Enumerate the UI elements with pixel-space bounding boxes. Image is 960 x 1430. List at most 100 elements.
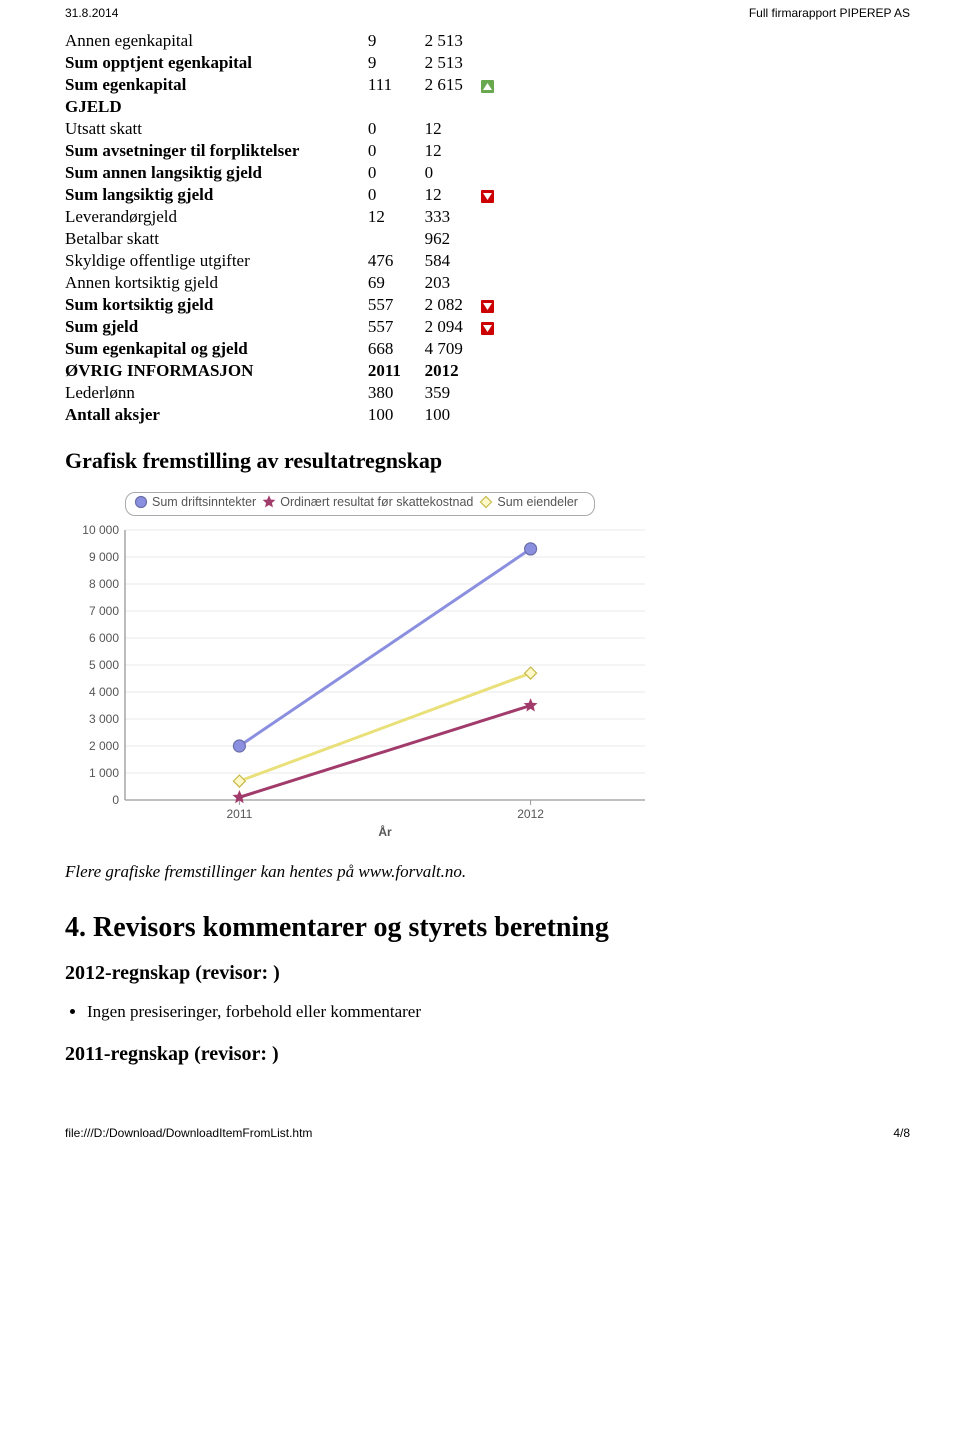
table-row: Sum gjeld5572 094	[65, 316, 538, 338]
svg-text:2 000: 2 000	[89, 739, 119, 753]
trend-icon-cell	[481, 338, 538, 360]
row-val-2012: 12	[425, 140, 482, 162]
trend-icon-cell	[481, 294, 538, 316]
svg-text:5 000: 5 000	[89, 658, 119, 672]
row-label: Skyldige offentlige utgifter	[65, 250, 368, 272]
bullets-2012: Ingen presiseringer, forbehold eller kom…	[87, 999, 910, 1025]
legend-item: Ordinært resultat før skattekostnad	[262, 495, 473, 509]
table-row: Leverandørgjeld12333	[65, 206, 538, 228]
row-val-2012: 2 082	[425, 294, 482, 316]
row-val-2011: 69	[368, 272, 425, 294]
trend-icon-cell	[481, 140, 538, 162]
row-val-2012: 2012	[425, 360, 482, 382]
svg-text:2012: 2012	[517, 807, 544, 821]
financial-table: Annen egenkapital92 513Sum opptjent egen…	[65, 30, 538, 426]
trend-icon-cell	[481, 184, 538, 206]
row-val-2011: 9	[368, 30, 425, 52]
table-row: Sum egenkapital og gjeld6684 709	[65, 338, 538, 360]
trend-icon-cell	[481, 30, 538, 52]
legend-label: Ordinært resultat før skattekostnad	[280, 495, 473, 509]
page-footer: file:///D:/Download/DownloadItemFromList…	[65, 1126, 910, 1140]
trend-icon-cell	[481, 272, 538, 294]
row-val-2011: 100	[368, 404, 425, 426]
row-label: Sum annen langsiktig gjeld	[65, 162, 368, 184]
trend-icon-cell	[481, 316, 538, 338]
row-label: Leverandørgjeld	[65, 206, 368, 228]
legend-label: Sum eiendeler	[497, 495, 578, 509]
trend-icon-cell	[481, 96, 538, 118]
row-val-2012: 359	[425, 382, 482, 404]
row-val-2011: 0	[368, 184, 425, 206]
svg-text:4 000: 4 000	[89, 685, 119, 699]
row-val-2011: 9	[368, 52, 425, 74]
header-date: 31.8.2014	[65, 6, 118, 20]
row-val-2011: 0	[368, 140, 425, 162]
row-val-2011: 12	[368, 206, 425, 228]
table-row: Sum avsetninger til forpliktelser012	[65, 140, 538, 162]
trend-icon-cell	[481, 52, 538, 74]
row-val-2011: 557	[368, 294, 425, 316]
row-label: Annen egenkapital	[65, 30, 368, 52]
svg-text:1 000: 1 000	[89, 766, 119, 780]
svg-text:6 000: 6 000	[89, 631, 119, 645]
trend-icon-cell	[481, 206, 538, 228]
table-row: Lederlønn380359	[65, 382, 538, 404]
row-val-2012: 584	[425, 250, 482, 272]
row-label: ØVRIG INFORMASJON	[65, 360, 368, 382]
legend-item: Sum eiendeler	[479, 495, 578, 509]
row-label: Utsatt skatt	[65, 118, 368, 140]
row-val-2011: 111	[368, 74, 425, 96]
row-label: Sum egenkapital og gjeld	[65, 338, 368, 360]
row-val-2012: 12	[425, 184, 482, 206]
row-label: Antall aksjer	[65, 404, 368, 426]
table-row: Annen egenkapital92 513	[65, 30, 538, 52]
row-val-2012: 12	[425, 118, 482, 140]
table-row: Betalbar skatt 962	[65, 228, 538, 250]
sub-2012: 2012-regnskap (revisor: )	[65, 962, 910, 985]
trend-icon-cell	[481, 360, 538, 382]
trend-icon-cell	[481, 250, 538, 272]
section-4-title: 4. Revisors kommentarer og styrets beret…	[65, 912, 910, 944]
trend-icon-cell	[481, 118, 538, 140]
svg-text:9 000: 9 000	[89, 550, 119, 564]
row-val-2011	[368, 228, 425, 250]
header-title: Full firmarapport PIPEREP AS	[749, 6, 910, 20]
footer-page: 4/8	[893, 1126, 910, 1140]
row-val-2011: 476	[368, 250, 425, 272]
table-row: Sum opptjent egenkapital92 513	[65, 52, 538, 74]
svg-text:8 000: 8 000	[89, 577, 119, 591]
bullet-item: Ingen presiseringer, forbehold eller kom…	[87, 999, 910, 1025]
legend-label: Sum driftsinntekter	[152, 495, 256, 509]
table-row: Sum kortsiktig gjeld5572 082	[65, 294, 538, 316]
row-val-2012: 962	[425, 228, 482, 250]
row-label: Sum opptjent egenkapital	[65, 52, 368, 74]
svg-text:2011: 2011	[226, 807, 252, 821]
chart-container: Sum driftsinntekter Ordinært resultat før…	[65, 492, 910, 840]
row-val-2012: 4 709	[425, 338, 482, 360]
svg-text:7 000: 7 000	[89, 604, 119, 618]
legend-item: Sum driftsinntekter	[134, 495, 256, 509]
row-label: Sum langsiktig gjeld	[65, 184, 368, 206]
table-row: Annen kortsiktig gjeld69203	[65, 272, 538, 294]
page-header: 31.8.2014 Full firmarapport PIPEREP AS	[65, 0, 910, 30]
row-label: Sum egenkapital	[65, 74, 368, 96]
row-label: Sum kortsiktig gjeld	[65, 294, 368, 316]
chart-section-title: Grafisk fremstilling av resultatregnskap	[65, 448, 910, 474]
row-val-2012: 2 094	[425, 316, 482, 338]
svg-text:3 000: 3 000	[89, 712, 119, 726]
trend-icon-cell	[481, 162, 538, 184]
table-row: Sum egenkapital1112 615	[65, 74, 538, 96]
row-val-2012: 0	[425, 162, 482, 184]
table-row: GJELD	[65, 96, 538, 118]
row-val-2011: 557	[368, 316, 425, 338]
trend-icon-cell	[481, 74, 538, 96]
row-val-2011	[368, 96, 425, 118]
row-val-2011: 668	[368, 338, 425, 360]
footer-path: file:///D:/Download/DownloadItemFromList…	[65, 1126, 312, 1140]
svg-text:År: År	[378, 824, 392, 839]
trend-icon-cell	[481, 382, 538, 404]
row-val-2011: 0	[368, 118, 425, 140]
row-label: Betalbar skatt	[65, 228, 368, 250]
row-val-2012: 2 615	[425, 74, 482, 96]
table-row: Skyldige offentlige utgifter476584	[65, 250, 538, 272]
